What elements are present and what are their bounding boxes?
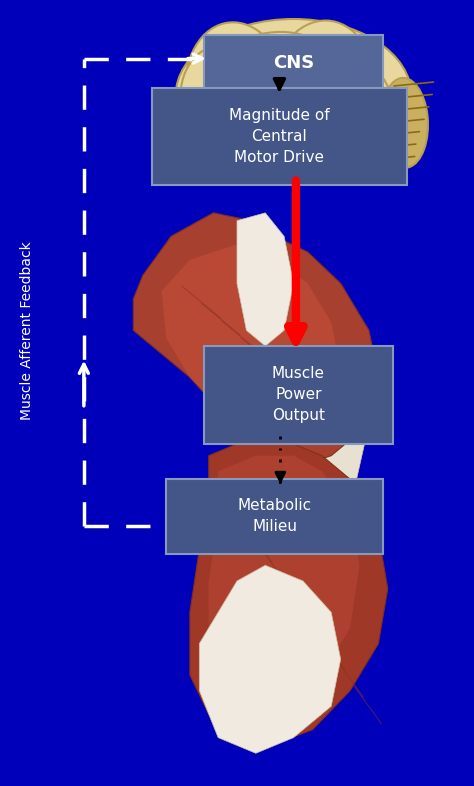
Ellipse shape <box>223 75 364 154</box>
Ellipse shape <box>381 78 428 167</box>
FancyBboxPatch shape <box>204 346 392 444</box>
FancyBboxPatch shape <box>152 87 407 185</box>
Ellipse shape <box>176 19 411 171</box>
Polygon shape <box>228 237 369 644</box>
Text: Metabolic
Milieu: Metabolic Milieu <box>237 498 312 534</box>
FancyBboxPatch shape <box>204 35 383 91</box>
Ellipse shape <box>185 22 289 160</box>
Ellipse shape <box>204 32 336 127</box>
Polygon shape <box>162 244 341 424</box>
Text: CNS: CNS <box>273 54 314 72</box>
Ellipse shape <box>181 44 274 154</box>
Polygon shape <box>190 440 388 745</box>
Polygon shape <box>209 456 359 714</box>
FancyBboxPatch shape <box>166 479 383 553</box>
Polygon shape <box>133 213 378 472</box>
Ellipse shape <box>270 20 374 155</box>
Polygon shape <box>237 213 293 346</box>
Ellipse shape <box>289 52 392 155</box>
Text: Muscle
Power
Output: Muscle Power Output <box>272 366 325 424</box>
Ellipse shape <box>181 49 388 158</box>
Text: Magnitude of
Central
Motor Drive: Magnitude of Central Motor Drive <box>229 108 330 165</box>
Text: Muscle Afferent Feedback: Muscle Afferent Feedback <box>20 241 34 420</box>
Polygon shape <box>199 565 341 753</box>
